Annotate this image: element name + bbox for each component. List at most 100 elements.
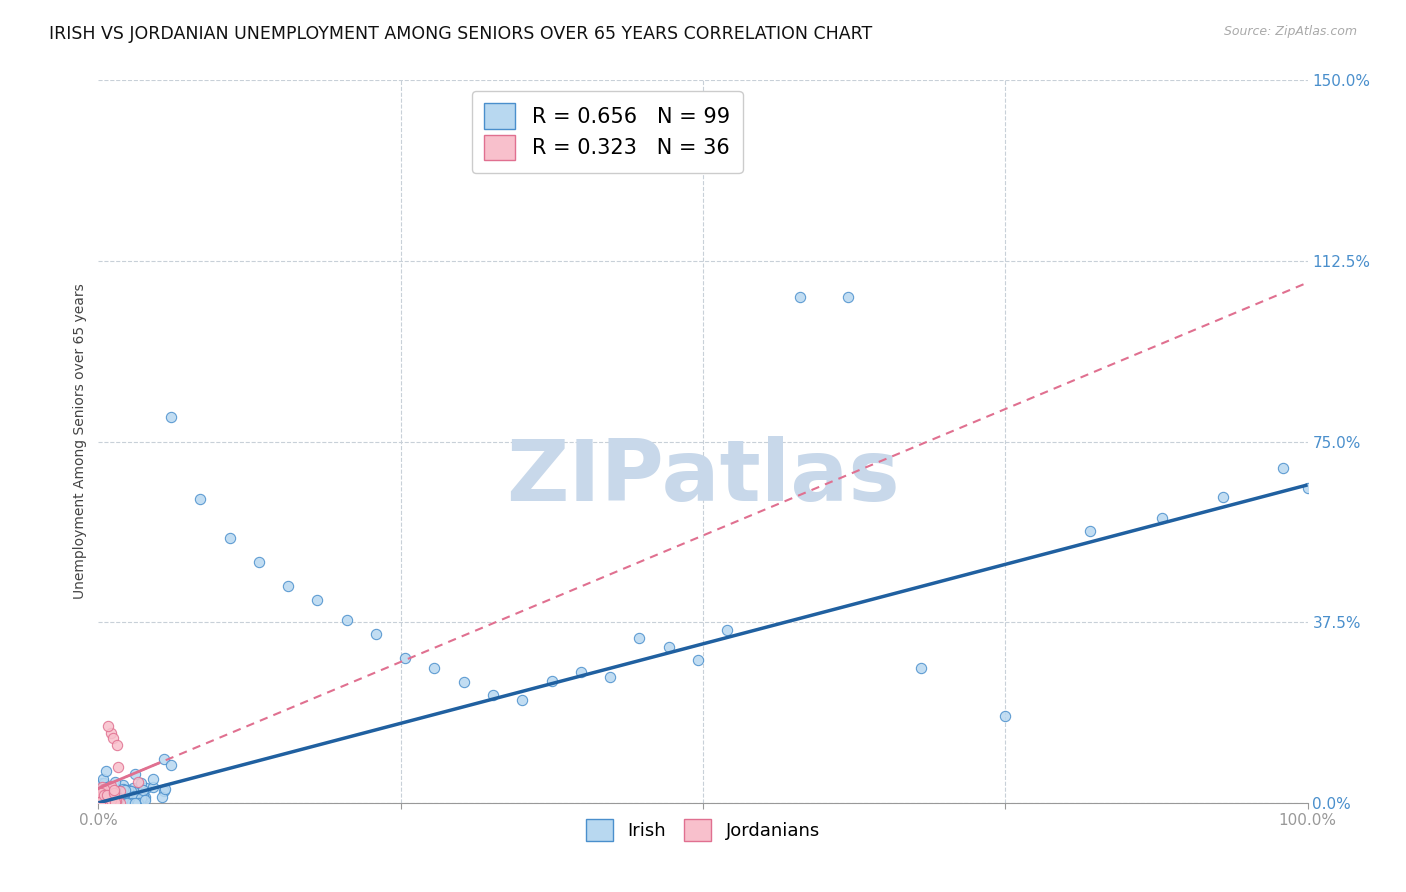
Point [94, 796, 117, 810]
Point [129, 795, 152, 809]
Point [100, 780, 122, 795]
Point [364, 627, 387, 641]
Point [132, 783, 155, 797]
Point [100, 793, 122, 807]
Point [98, 793, 121, 807]
Point [94, 788, 117, 802]
Point [104, 795, 127, 809]
Point [97, 796, 120, 810]
Y-axis label: Unemployment Among Seniors over 65 years: Unemployment Among Seniors over 65 years [73, 284, 87, 599]
Point [93, 781, 115, 796]
Point [122, 790, 145, 805]
Point [94, 764, 117, 779]
Point [124, 767, 146, 781]
Text: IRISH VS JORDANIAN UNEMPLOYMENT AMONG SENIORS OVER 65 YEARS CORRELATION CHART: IRISH VS JORDANIAN UNEMPLOYMENT AMONG SE… [49, 25, 873, 43]
Point [93, 796, 115, 810]
Point [91, 796, 114, 810]
Point [1212, 490, 1234, 504]
Point [152, 752, 174, 766]
Point [94, 796, 117, 810]
Point [94, 789, 117, 803]
Point [121, 796, 143, 810]
Point [90, 776, 112, 790]
Point [100, 779, 122, 793]
Point [93, 784, 115, 798]
Point [103, 792, 125, 806]
Point [101, 731, 124, 745]
Point [90, 796, 112, 810]
Point [89, 796, 111, 810]
Point [160, 410, 183, 425]
Point [104, 774, 127, 789]
Point [101, 796, 124, 810]
Point [98, 791, 121, 805]
Point [115, 785, 138, 799]
Point [90, 791, 112, 805]
Point [100, 791, 122, 805]
Point [277, 579, 299, 593]
Point [89, 786, 111, 800]
Point [97, 789, 120, 804]
Point [247, 555, 270, 569]
Point [124, 796, 146, 810]
Point [122, 789, 145, 803]
Point [1272, 461, 1295, 475]
Point [120, 784, 142, 798]
Point [121, 780, 143, 795]
Point [394, 651, 416, 665]
Point [686, 652, 709, 666]
Point [510, 692, 533, 706]
Point [127, 774, 149, 789]
Point [94, 789, 117, 804]
Point [93, 789, 115, 803]
Point [482, 688, 505, 702]
Legend: Irish, Jordanians: Irish, Jordanians [579, 812, 827, 848]
Text: Source: ZipAtlas.com: Source: ZipAtlas.com [1223, 25, 1357, 38]
Point [93, 776, 115, 790]
Point [540, 673, 562, 688]
Point [307, 593, 329, 607]
Point [218, 531, 240, 545]
Point [90, 796, 112, 810]
Point [100, 789, 122, 803]
Point [910, 661, 932, 675]
Point [423, 661, 446, 675]
Point [336, 613, 359, 627]
Point [599, 670, 621, 684]
Point [107, 792, 129, 806]
Point [91, 780, 114, 795]
Point [108, 784, 131, 798]
Point [135, 781, 157, 796]
Point [134, 793, 156, 807]
Point [101, 796, 124, 810]
Point [89, 795, 111, 809]
Point [105, 795, 128, 809]
Point [658, 640, 681, 655]
Point [150, 790, 173, 805]
Point [100, 796, 122, 810]
Text: ZIPatlas: ZIPatlas [506, 436, 900, 519]
Point [114, 783, 136, 797]
Point [103, 783, 125, 797]
Point [105, 796, 128, 810]
Point [142, 772, 165, 786]
Point [994, 709, 1017, 723]
Point [100, 787, 122, 801]
Point [89, 792, 111, 806]
Point [112, 782, 135, 797]
Point [111, 778, 134, 792]
Point [105, 738, 128, 752]
Point [132, 789, 155, 803]
Point [129, 775, 152, 789]
Point [837, 290, 859, 304]
Point [93, 789, 115, 803]
Point [91, 789, 114, 803]
Point [110, 796, 132, 810]
Point [112, 796, 135, 810]
Point [103, 795, 125, 809]
Point [90, 794, 112, 808]
Point [96, 792, 118, 806]
Point [122, 785, 145, 799]
Point [453, 675, 475, 690]
Point [569, 665, 592, 680]
